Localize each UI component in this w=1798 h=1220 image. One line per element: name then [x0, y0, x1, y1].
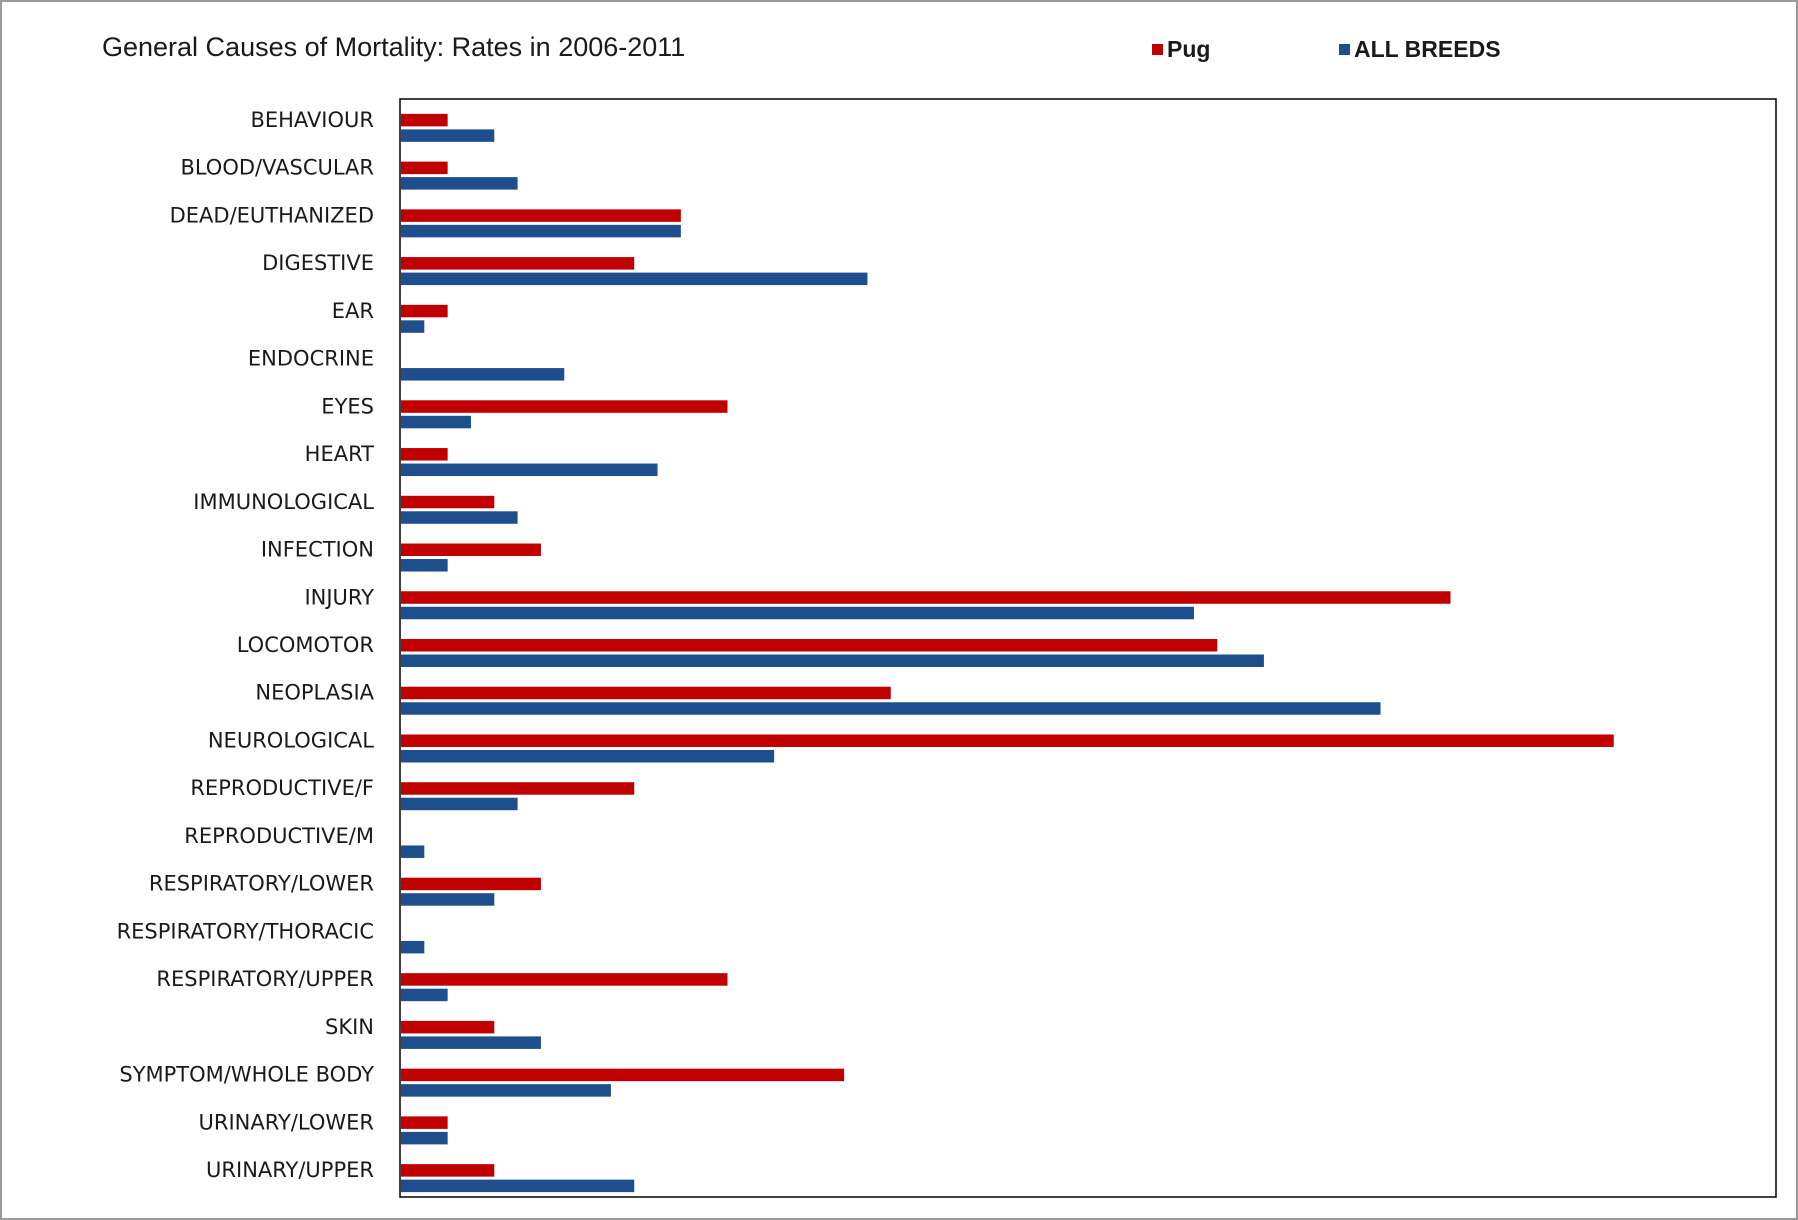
bar-all-breeds: [401, 1180, 634, 1193]
bar-all-breeds: [401, 464, 658, 477]
category-label: ENDOCRINE: [248, 347, 374, 371]
bar-all-breeds: [401, 511, 518, 523]
bar-pug: [401, 448, 448, 461]
category-labels: BEHAVIOUR BLOOD/VASCULAR DEAD/EUTHANIZED DI…: [117, 108, 375, 1182]
category-label: URINARY/LOWER: [199, 1110, 375, 1134]
bar-all-breeds: [401, 655, 1264, 668]
bar-all-breeds: [401, 129, 494, 142]
category-label: SKIN: [325, 1015, 374, 1039]
bar-all-breeds: [401, 177, 518, 190]
category-label: RESPIRATORY/UPPER: [156, 967, 374, 991]
bar-all-breeds: [401, 989, 448, 1002]
bar-all-breeds: [401, 1036, 541, 1049]
bar-pug: [401, 209, 681, 222]
bar-all-breeds: [401, 798, 518, 811]
bar-all-breeds: [401, 1132, 448, 1145]
bar-all-breeds: [401, 225, 681, 238]
bar-all-breeds: [401, 941, 424, 954]
category-label: RESPIRATORY/THORACIC: [117, 919, 374, 943]
bar-all-breeds: [401, 320, 424, 333]
category-label: NEUROLOGICAL: [208, 728, 374, 752]
category-label: DEAD/EUTHANIZED: [170, 203, 374, 227]
category-label: REPRODUCTIVE/F: [190, 776, 374, 800]
bar-all-breeds: [401, 1084, 611, 1097]
bar-pug: [401, 1021, 494, 1034]
bar-all-breeds: [401, 416, 471, 429]
bar-all-breeds: [401, 273, 867, 286]
bar-all-breeds: [401, 607, 1194, 620]
category-label: EAR: [332, 299, 374, 323]
category-label: HEART: [305, 442, 374, 466]
bar-pug: [401, 162, 448, 175]
bar-pug: [401, 734, 1614, 747]
bar-pug: [401, 782, 634, 795]
bar-pug: [401, 400, 728, 413]
bar-all-breeds: [401, 893, 494, 906]
bar-pug: [401, 973, 728, 986]
category-label: INFECTION: [261, 538, 374, 562]
category-label: REPRODUCTIVE/M: [184, 824, 374, 848]
category-label: BLOOD/VASCULAR: [180, 156, 374, 180]
bar-pug: [401, 257, 634, 270]
bar-pug: [401, 639, 1217, 652]
category-label: RESPIRATORY/LOWER: [149, 872, 374, 896]
bar-all-breeds: [401, 368, 564, 381]
bar-pug: [401, 1116, 448, 1129]
category-label: URINARY/UPPER: [206, 1158, 374, 1182]
category-label: DIGESTIVE: [262, 251, 374, 275]
category-label: LOCOMOTOR: [237, 633, 374, 657]
category-label: BEHAVIOUR: [250, 108, 374, 132]
category-label: IMMUNOLOGICAL: [193, 490, 374, 514]
bar-pug: [401, 544, 541, 557]
bar-pug: [401, 591, 1450, 604]
category-label: SYMPTOM/WHOLE BODY: [119, 1063, 374, 1087]
bar-pug: [401, 1164, 494, 1177]
bar-all-breeds: [401, 845, 424, 858]
bar-all-breeds: [401, 559, 448, 572]
category-label: EYES: [321, 394, 374, 418]
bar-all-breeds: [401, 702, 1381, 715]
bar-pug: [401, 878, 541, 891]
bar-pug: [401, 1069, 844, 1082]
category-label: NEOPLASIA: [255, 681, 374, 705]
bar-pug: [401, 687, 891, 700]
bar-pug: [401, 496, 494, 509]
category-label: INJURY: [304, 585, 374, 609]
bar-pug: [401, 114, 448, 127]
bar-pug: [401, 305, 448, 318]
bar-all-breeds: [401, 750, 774, 763]
